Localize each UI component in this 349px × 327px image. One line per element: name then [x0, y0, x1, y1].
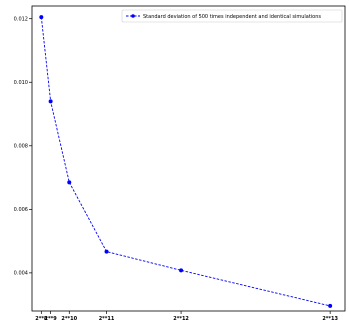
series-layer — [39, 15, 333, 308]
plot-area — [31, 5, 346, 312]
legend-box — [121, 9, 343, 23]
data-point — [67, 180, 72, 185]
y-tick-label: 0.012 — [14, 17, 28, 23]
data-point — [39, 15, 44, 20]
x-tick-label: 2**12 — [173, 316, 189, 322]
x-tick-label: 2**10 — [61, 316, 77, 322]
x-tick-label: 2**11 — [99, 316, 115, 322]
y-tick-label: 0.008 — [14, 144, 28, 150]
data-point — [48, 99, 53, 104]
x-tick-label: 2**13 — [322, 316, 338, 322]
y-tick-label: 0.010 — [14, 80, 28, 86]
data-point — [179, 268, 184, 273]
x-tick-label: 2**9 — [45, 316, 58, 322]
legend: Standard deviation of 500 times independ… — [121, 9, 343, 23]
y-axis-ticks: 0.004 0.006 0.008 0.010 0.012 — [14, 17, 32, 277]
y-tick-label: 0.004 — [14, 271, 28, 277]
x-axis-ticks: 2**82**9 2**10 2**11 2**12 2**13 — [35, 311, 339, 322]
legend-marker-sample — [131, 14, 135, 18]
x-tick-label: 2**8 — [35, 316, 48, 322]
series-line — [40, 17, 331, 307]
y-tick-label: 0.006 — [14, 207, 28, 213]
data-point — [328, 303, 333, 308]
data-point — [104, 249, 109, 254]
legend-label: Standard deviation of 500 times independ… — [143, 14, 321, 20]
